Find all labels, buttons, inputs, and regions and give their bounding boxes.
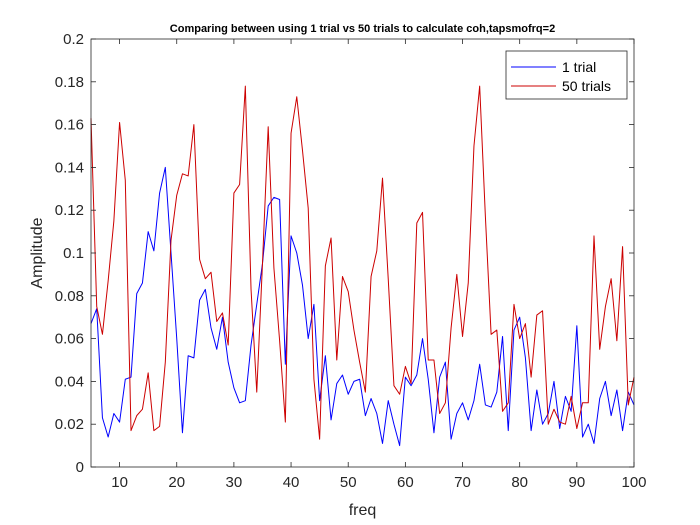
legend-label-1-trial: 1 trial: [562, 59, 596, 75]
x-tick-label: 50: [340, 474, 357, 491]
series-line-1-trial: [90, 166, 635, 447]
series-line-50-trials: [90, 85, 635, 440]
x-axis-label: freq: [349, 502, 377, 519]
y-tick-label: 0.02: [55, 416, 84, 433]
x-tick-label: 90: [568, 474, 585, 491]
x-tick-label: 60: [397, 474, 414, 491]
x-tick-label: 80: [511, 474, 528, 491]
y-tick-label: 0.18: [55, 74, 84, 91]
x-tick-label: 30: [226, 474, 243, 491]
legend-label-50-trials: 50 trials: [562, 78, 611, 94]
chart-title: Comparing between using 1 trial vs 50 tr…: [170, 23, 555, 35]
axes-layer: 10 20 30 40 50 60 70 80 90 100 0 0.02 0.04 0.06 0.08 0.…: [55, 31, 647, 491]
plot-area: [91, 39, 634, 467]
y-tick-label: 0.04: [55, 373, 84, 390]
y-tick-label: 0: [76, 459, 84, 476]
y-tick-label: 0.06: [55, 331, 84, 348]
y-axis-label: Amplitude: [29, 217, 46, 288]
series-layer: [90, 85, 635, 447]
x-tick-label: 100: [621, 474, 646, 491]
y-tick-label: 0.1: [63, 245, 84, 262]
legend-box: [505, 50, 628, 100]
y-tick-label: 0.08: [55, 288, 84, 305]
x-tick-label: 10: [111, 474, 128, 491]
y-tick-label: 0.16: [55, 117, 84, 134]
y-tick-label: 0.12: [55, 202, 84, 219]
x-tick-label: 20: [168, 474, 185, 491]
y-tick-label: 0.14: [55, 159, 84, 176]
y-tick-label: 0.2: [63, 31, 84, 48]
x-tick-label: 70: [454, 474, 471, 491]
x-tick-label: 40: [283, 474, 300, 491]
legend: 1 trial 50 trials: [505, 50, 628, 100]
